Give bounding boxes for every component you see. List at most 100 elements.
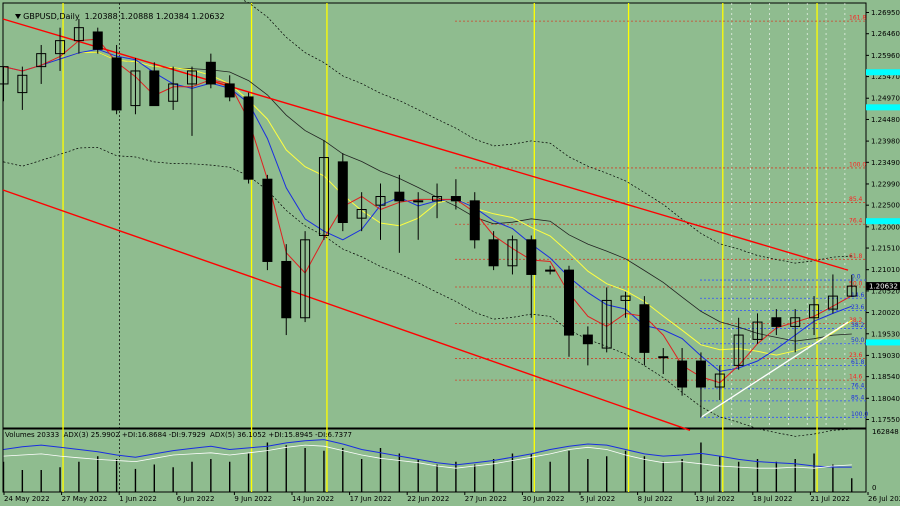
triangle-icon	[15, 14, 22, 19]
fib-blue-level-label: 100.0	[851, 411, 868, 418]
fib-blue-level-label: 85.4	[851, 394, 865, 401]
candle-bear	[450, 196, 461, 202]
y-tick-label: 1.22000	[871, 223, 900, 231]
candle-bull	[73, 27, 84, 42]
fib-blue-level-label: 38.2	[851, 322, 865, 329]
candle-bull	[168, 83, 179, 102]
main-plot-frame	[2, 2, 867, 429]
candle-bull	[356, 209, 367, 219]
symbol-text: GBPUSD,Daily 1.20388 1.20888 1.20384 1.2…	[23, 12, 225, 21]
y-tick-label: 1.19530	[871, 330, 900, 338]
candle-bear	[262, 178, 273, 262]
candle-bull	[36, 53, 47, 68]
bollinger-lower-band	[3, 147, 852, 437]
x-tick-label: 30 Jun 2022	[522, 495, 564, 503]
cyan-level-marker	[866, 69, 900, 76]
candle-bull	[318, 157, 329, 236]
x-tick-label: 18 Jul 2022	[753, 495, 793, 503]
candle-bear	[337, 161, 348, 223]
candle-bull	[714, 373, 725, 388]
fib-blue-level-label: 61.8	[851, 359, 865, 366]
fib-blue-level-label: 23.6	[851, 304, 865, 311]
candle-bull	[545, 269, 556, 272]
candle-bull	[658, 356, 669, 359]
candle-bear	[677, 360, 688, 388]
candle-bear	[582, 334, 593, 345]
fib-red-level-label: 38.2	[849, 317, 863, 324]
last-price-tag	[866, 282, 900, 291]
x-tick-label: 27 May 2022	[62, 495, 108, 503]
fib-red-level-label: 161.8	[849, 15, 866, 22]
x-tick-label: 8 Jul 2022	[638, 495, 673, 503]
x-tick-label: 9 Jun 2022	[234, 495, 272, 503]
y-tick-label: 1.25470	[871, 73, 900, 81]
fib-blue-level-label: 0.0	[851, 274, 861, 281]
fib-blue-level-label: 76.4	[851, 382, 865, 389]
x-tick-label: 1 Jun 2022	[119, 495, 157, 503]
y-tick-label: 1.18540	[871, 373, 900, 381]
volume-scale-max: 162848	[872, 428, 899, 436]
candle-bull	[130, 70, 141, 107]
y-tick-label: 1.19030	[871, 352, 900, 360]
candle-bear	[564, 269, 574, 336]
last-price-label: 1.20632	[869, 283, 898, 291]
x-tick-label: 24 May 2022	[4, 495, 50, 503]
cyan-level-marker	[866, 104, 900, 111]
y-tick-label: 1.25960	[871, 52, 900, 60]
y-tick-label: 1.23980	[871, 138, 900, 146]
candle-bull	[507, 239, 518, 267]
candle-bear	[205, 61, 216, 85]
y-tick-label: 1.26950	[871, 9, 900, 17]
candle-bear	[639, 304, 650, 353]
x-tick-label: 17 Jun 2022	[350, 495, 392, 503]
candle-bear	[394, 191, 405, 202]
candle-bear	[488, 239, 499, 267]
indicator-label: Volumes 20333 ADX(3) 25.9902 +DI:16.8684…	[5, 431, 353, 439]
x-tick-label: 13 Jul 2022	[695, 495, 735, 503]
candle-bull	[601, 299, 612, 349]
y-tick-label: 1.26460	[871, 30, 900, 38]
fib-blue-level-label: 14.6	[851, 292, 865, 299]
symbol-header: GBPUSD,Daily 1.20388 1.20888 1.20384 1.2…	[5, 3, 225, 30]
fib-red-level-label: 85.4	[849, 196, 863, 203]
y-tick-label: 1.20020	[871, 309, 900, 317]
candle-bull	[733, 334, 744, 366]
y-tick-label: 1.23490	[871, 159, 900, 167]
channel-lower-line	[2, 189, 691, 431]
candle-bull	[620, 295, 631, 301]
moving-average-red	[3, 38, 853, 384]
fib-red-level-label: 23.6	[849, 352, 863, 359]
candle-bull	[17, 74, 28, 94]
x-tick-label: 27 Jun 2022	[465, 495, 507, 503]
x-tick-label: 6 Jun 2022	[177, 495, 215, 503]
fib-red-level-label: 14.6	[849, 374, 863, 381]
candle-bull	[846, 285, 857, 297]
candle-bull	[413, 200, 424, 203]
x-tick-label: 5 Jul 2022	[580, 495, 615, 503]
candle-bear	[526, 239, 537, 275]
moving-average-blue	[3, 48, 852, 372]
candle-bear	[771, 317, 782, 327]
channel-upper-line	[2, 18, 849, 271]
adx-line-white	[3, 444, 852, 469]
fib-red-level-label: 61.8	[849, 253, 863, 260]
y-tick-label: 1.24480	[871, 116, 900, 124]
candle-bear	[695, 360, 706, 388]
y-tick-label: 1.24970	[871, 95, 900, 103]
fib-blue-level-label: 50.0	[851, 337, 865, 344]
fib-red-level-label: 100.0	[849, 161, 866, 168]
candle-bull	[752, 321, 763, 340]
candle-bull	[55, 40, 66, 55]
x-tick-label: 26 Jul 2022	[868, 495, 900, 503]
candle-bear	[281, 260, 292, 319]
moving-average-yellow	[3, 51, 853, 356]
y-tick-label: 1.21010	[871, 266, 900, 274]
cyan-level-marker	[866, 339, 900, 346]
x-tick-label: 14 Jun 2022	[292, 495, 334, 503]
candle-bear	[149, 70, 160, 107]
fib-red-level-label: 76.4	[849, 218, 863, 225]
cyan-level-marker	[866, 218, 900, 225]
candle-bull	[827, 295, 838, 310]
